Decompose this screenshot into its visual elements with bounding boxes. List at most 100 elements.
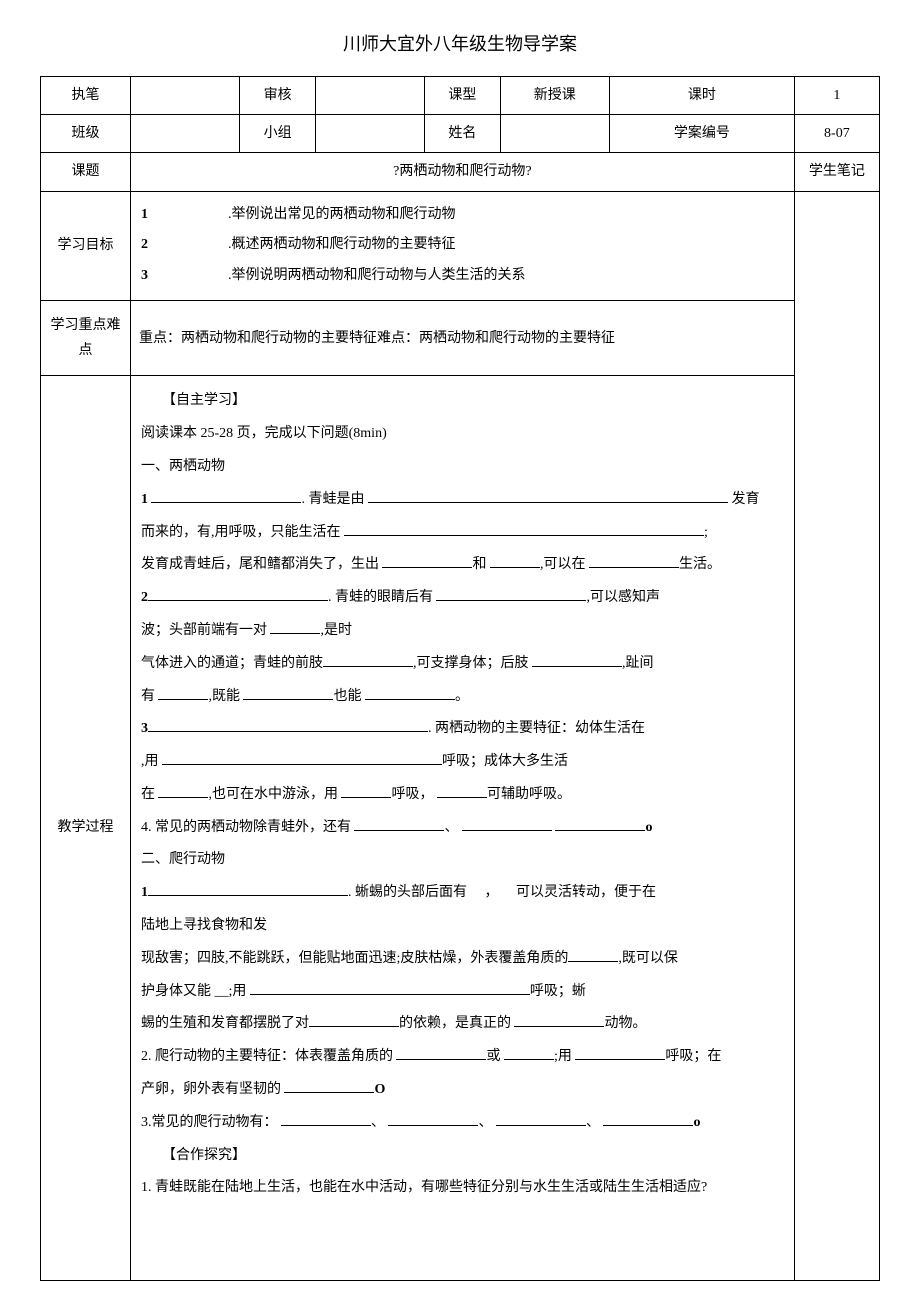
s2-q1-l4: 护身体又能 __;用 呼吸；蜥 (141, 977, 784, 1008)
notes-area (794, 191, 879, 1280)
self-study-intro: 阅读课本 25-28 页，完成以下问题(8min) (141, 419, 784, 450)
label-author: 执笔 (41, 77, 131, 115)
text: 、 (586, 1115, 600, 1130)
blank (158, 784, 208, 798)
page-title: 川师大宜外八年级生物导学案 (40, 30, 880, 56)
s1-q2: 2 . 青蛙的眼睛后有 ,可以感知声 (141, 583, 784, 614)
s1-q1-l3: 发育成青蛙后，尾和鳍都消失了，生出 和 ,可以在 生活。 (141, 550, 784, 581)
coop-head: 【合作探究】 (141, 1141, 784, 1172)
blank (436, 587, 586, 601)
s2-q2-l2: 产卵，卵外表有坚韧的 O (141, 1075, 784, 1106)
text: 和 (472, 557, 486, 572)
text: ;用 (554, 1049, 572, 1064)
text: ,既可以保 (618, 951, 678, 966)
s2-q1: 1. 蜥蜴的头部后面有 ， 可以灵活转动，便于在 (141, 878, 784, 909)
text: . 青蛙是由 (301, 492, 364, 507)
s2-q2: 2. 爬行动物的主要特征：体表覆盖角质的 或 ;用 呼吸；在 (141, 1042, 784, 1073)
blank (148, 882, 348, 896)
text: 呼吸， (391, 787, 433, 802)
text: . 青蛙的眼睛后有 (328, 590, 433, 605)
text: 可以灵活转动，便于在 (516, 885, 656, 900)
blank (490, 554, 540, 568)
obj-2-num: 2 (141, 237, 148, 252)
s2-q1-l2: 陆地上寻找食物和发 (141, 911, 784, 942)
text: 4. 常见的两栖动物除青蛙外，还有 (141, 820, 351, 835)
obj-3-text: .举例说明两栖动物和爬行动物与人类生活的关系 (228, 268, 526, 283)
label-review: 审核 (240, 77, 315, 115)
text: 护身体又能 __;用 (141, 984, 246, 999)
blank (568, 948, 618, 962)
text: 、 (444, 820, 458, 835)
text: o (645, 820, 652, 835)
text: 在 (141, 787, 155, 802)
s1-q3: 3. 两栖动物的主要特征：幼体生活在 (141, 714, 784, 745)
label-period: 课时 (609, 77, 794, 115)
blank (603, 1112, 693, 1126)
blank (270, 620, 320, 634)
text: ,可支撑身体；后肢 (413, 656, 529, 671)
section1-title: 一、两栖动物 (141, 452, 784, 483)
text: 生活。 (679, 557, 721, 572)
text: ， (484, 885, 498, 900)
blank (365, 686, 455, 700)
s2-q3: 3.常见的爬行动物有： 、 、 、 o (141, 1108, 784, 1139)
objectives-row: 学习目标 1.举例说出常见的两栖动物和爬行动物 2.概述两栖动物和爬行动物的主要… (41, 191, 880, 300)
text: 呼吸；蜥 (530, 984, 586, 999)
text: ,可以感知声 (586, 590, 660, 605)
s2-q1-num: 1 (141, 885, 148, 900)
text: ,用 (141, 754, 159, 769)
blank (243, 686, 333, 700)
label-class: 班级 (41, 115, 131, 153)
text: ,既能 (208, 689, 240, 704)
value-period: 1 (794, 77, 879, 115)
value-review (315, 77, 424, 115)
keypoints-content: 重点：两栖动物和爬行动物的主要特征难点：两栖动物和爬行动物的主要特征 (130, 300, 794, 375)
s1-q1-l2: 而来的，有,用呼吸，只能生活在 ; (141, 518, 784, 549)
blank (158, 686, 208, 700)
s1-q2-num: 2 (141, 590, 148, 605)
label-keypoints: 学习重点难点 (41, 300, 131, 375)
blank (151, 489, 301, 503)
text: 发育成青蛙后，尾和鳍都消失了，生出 (141, 557, 379, 572)
text: 发育 (731, 492, 759, 507)
text: 动物。 (604, 1016, 646, 1031)
s1-q1-num: 1 (141, 492, 148, 507)
s2-q1-l5: 蜴的生殖和发育都摆脱了对的依赖，是真正的 动物。 (141, 1009, 784, 1040)
text: 、 (371, 1115, 385, 1130)
blank (575, 1046, 665, 1060)
keypoints-row: 学习重点难点 重点：两栖动物和爬行动物的主要特征难点：两栖动物和爬行动物的主要特… (41, 300, 880, 375)
text: 也能 (333, 689, 361, 704)
coop-q1: 1. 青蛙既能在陆地上生活，也能在水中活动，有哪些特征分别与水生生活或陆生生活相… (141, 1173, 784, 1204)
text: 有 (141, 689, 155, 704)
text: ,趾间 (622, 656, 654, 671)
s1-q3-l3: 在 ,也可在水中游泳，用 呼吸， 可辅助呼吸。 (141, 780, 784, 811)
blank (555, 817, 645, 831)
text: 蜴的生殖和发育都摆脱了对 (141, 1016, 309, 1031)
blank (250, 981, 530, 995)
text: O (374, 1082, 385, 1097)
s1-q2-l3: 气体进入的通道；青蛙的前肢,可支撑身体；后肢 ,趾间 (141, 649, 784, 680)
header-row-1: 执笔 审核 课型 新授课 课时 1 (41, 77, 880, 115)
blank (396, 1046, 486, 1060)
label-group: 小组 (240, 115, 315, 153)
label-process: 教学过程 (41, 376, 131, 1281)
blank (281, 1112, 371, 1126)
blank (589, 554, 679, 568)
blank (532, 653, 622, 667)
label-notes: 学生笔记 (794, 153, 879, 191)
blank (496, 1112, 586, 1126)
blank (323, 653, 413, 667)
text: 3.常见的爬行动物有： (141, 1115, 278, 1130)
process-content: 【自主学习】 阅读课本 25-28 页，完成以下问题(8min) 一、两栖动物 … (130, 376, 794, 1281)
text: 现敌害；四肢,不能跳跃，但能贴地面迅速;皮肤枯燥，外表覆盖角质的 (141, 951, 568, 966)
value-topic: ?两栖动物和爬行动物? (130, 153, 794, 191)
blank (309, 1013, 399, 1027)
header-row-2: 班级 小组 姓名 学案编号 8-07 (41, 115, 880, 153)
blank (344, 522, 704, 536)
objectives-content: 1.举例说出常见的两栖动物和爬行动物 2.概述两栖动物和爬行动物的主要特征 3.… (130, 191, 794, 300)
obj-3-num: 3 (141, 268, 148, 283)
blank (341, 784, 391, 798)
text: ,可以在 (540, 557, 586, 572)
text: 波；头部前端有一对 (141, 623, 267, 638)
blank (462, 817, 552, 831)
